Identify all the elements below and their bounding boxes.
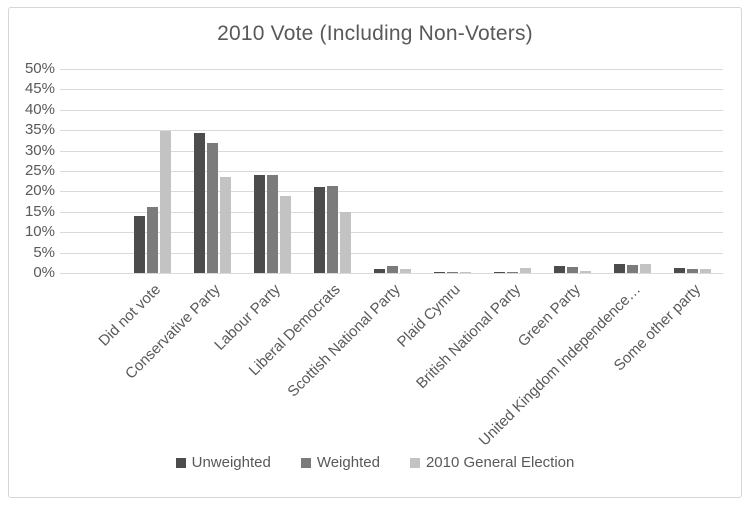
gridline-5 (60, 252, 723, 254)
bar (579, 270, 591, 273)
y-tick-label: 15% (24, 202, 55, 220)
bar (673, 268, 685, 273)
bar (613, 264, 625, 273)
bar-group (302, 69, 362, 273)
bar (266, 175, 278, 273)
bar (699, 268, 711, 273)
plot-area (60, 69, 723, 274)
legend-label: Unweighted (191, 454, 271, 471)
legend-item: 2010 General Election (409, 454, 575, 471)
bar (399, 268, 411, 273)
legend-label: 2010 General Election (425, 454, 575, 471)
bar (279, 195, 291, 273)
legend-label: Weighted (316, 454, 380, 471)
bar (219, 177, 231, 273)
gridline-10 (60, 232, 723, 234)
bar-group (242, 69, 302, 273)
y-tick-label: 45% (24, 80, 55, 98)
bar (373, 269, 385, 273)
y-tick-label: 10% (24, 223, 55, 241)
bar (253, 175, 265, 273)
gridline-30 (60, 150, 723, 152)
y-tick-label: 50% (24, 60, 55, 77)
chart-border (8, 7, 742, 498)
bar (326, 186, 338, 273)
gridline-0 (60, 273, 723, 274)
bar (446, 271, 458, 273)
legend: Unweighted Weighted 2010 General Election (0, 454, 750, 471)
gridline-45 (60, 89, 723, 91)
bar (313, 186, 325, 273)
legend-swatch-icon (409, 457, 420, 468)
bar (433, 272, 445, 273)
bar (159, 130, 171, 273)
bar-group (182, 69, 242, 273)
bar (339, 211, 351, 273)
gridline-20 (60, 191, 723, 193)
bar (146, 207, 158, 273)
y-tick-label: 30% (24, 141, 55, 159)
bar (566, 266, 578, 273)
bar-groups (122, 69, 722, 273)
bar (459, 271, 471, 273)
gridline-25 (60, 171, 723, 172)
bar (193, 133, 205, 273)
bar (626, 265, 638, 273)
y-tick-label: 35% (24, 121, 55, 139)
bar (133, 216, 145, 273)
bar (686, 269, 698, 273)
bar (553, 266, 565, 273)
legend-item: Weighted (300, 454, 380, 471)
bar (386, 265, 398, 273)
gridline-15 (60, 211, 723, 213)
y-tick-label: 25% (24, 162, 55, 179)
legend-swatch-icon (300, 457, 311, 468)
bar-group (662, 69, 722, 273)
bar (639, 263, 651, 273)
legend-item: Unweighted (175, 454, 271, 471)
bar-group (602, 69, 662, 273)
bar (506, 272, 518, 273)
gridline-40 (60, 109, 723, 111)
y-tick-label: 40% (24, 100, 55, 118)
bar (493, 272, 505, 273)
y-tick-label: 0% (33, 264, 55, 281)
gridline-50 (60, 69, 723, 70)
chart-title: 2010 Vote (Including Non-Voters) (217, 22, 533, 45)
y-tick-label: 20% (24, 182, 55, 200)
y-tick-label: 5% (33, 243, 55, 261)
bar (206, 143, 218, 273)
bar-group (542, 69, 602, 273)
gridline-35 (60, 130, 723, 132)
bar-group (422, 69, 482, 273)
bar-group (482, 69, 542, 273)
legend-swatch-icon (175, 457, 186, 468)
bar (519, 268, 531, 273)
bar-group (362, 69, 422, 273)
bar-group (122, 69, 182, 273)
